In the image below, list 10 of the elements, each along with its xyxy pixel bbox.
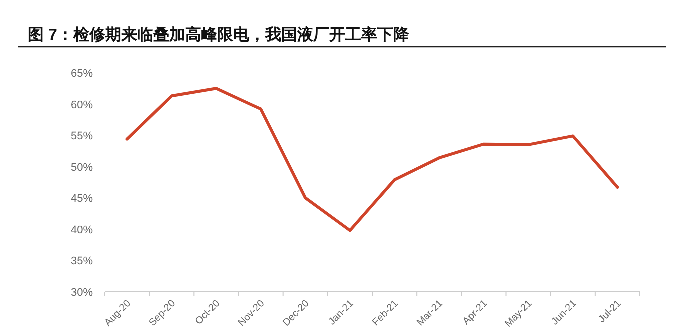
y-tick-label: 65% (70, 68, 94, 80)
chart-title: 图 7：检修期来临叠加高峰限电，我国液厂开工率下降 (28, 25, 410, 44)
y-tick-label: 60% (70, 99, 94, 112)
y-tick-label: 30% (70, 287, 94, 299)
y-tick-label: 50% (70, 162, 94, 174)
y-tick-label: 40% (70, 224, 94, 236)
y-tick-label: 55% (70, 130, 94, 143)
y-tick-label: 35% (70, 256, 94, 268)
line-series (126, 87, 620, 232)
y-tick-label: 45% (70, 193, 94, 206)
